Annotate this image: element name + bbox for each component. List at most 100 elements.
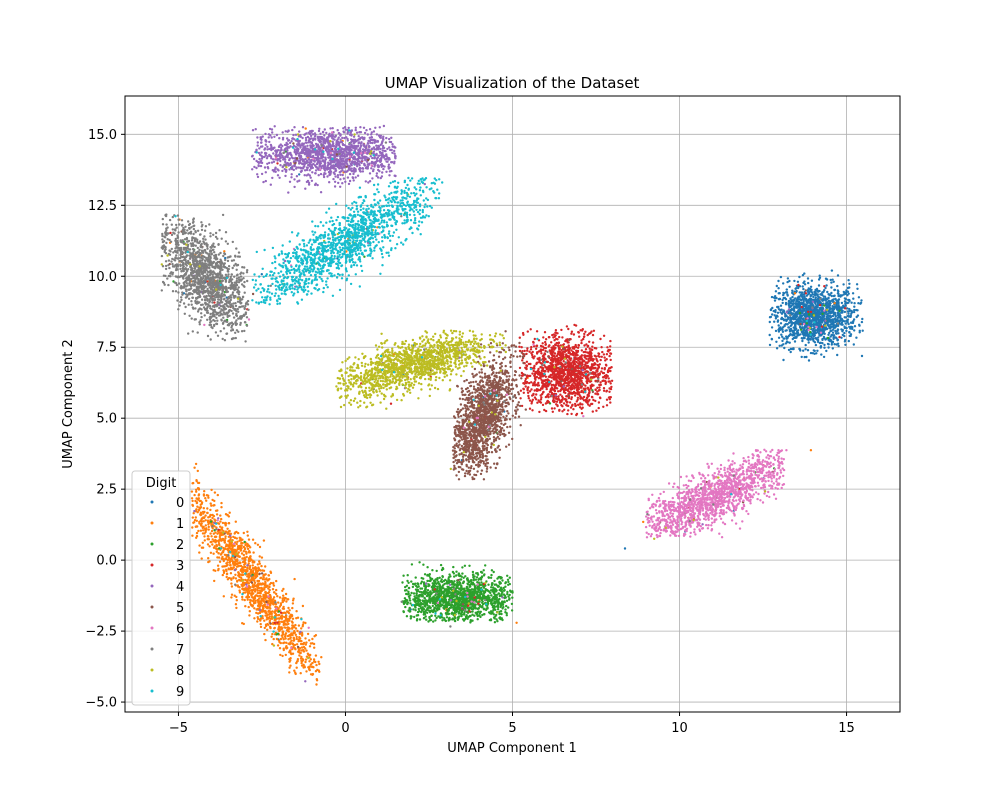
data-point [411,582,415,586]
data-point [803,298,806,301]
data-point [822,302,825,305]
data-point [227,568,231,571]
data-point [492,570,495,574]
data-point [494,593,497,597]
data-point [248,566,252,569]
data-point [818,276,822,279]
data-point [802,293,805,296]
data-point [239,564,243,568]
data-point [803,283,807,286]
data-point [583,344,586,347]
data-point [796,298,799,301]
data-point [251,561,254,564]
data-point [545,387,548,391]
data-point [414,606,417,609]
data-point [851,326,854,329]
data-point [447,589,450,592]
data-point [273,626,276,630]
data-point [794,311,798,315]
data-point [287,598,290,601]
data-point [253,617,256,620]
data-point [602,334,606,337]
data-point [600,355,603,358]
data-point [278,647,282,650]
data-point [438,583,441,586]
data-point [251,604,254,607]
data-point [830,269,834,272]
data-point [194,462,198,466]
data-point [408,610,411,613]
data-point [430,577,434,581]
data-point [242,584,245,587]
data-point [417,601,420,604]
data-point [826,290,829,294]
data-point [230,585,234,588]
data-point [260,564,263,568]
data-point [228,561,231,564]
data-point [493,621,497,624]
data-point [798,285,802,288]
data-point [830,286,833,289]
data-point [809,290,813,293]
data-point [800,315,803,318]
data-point [285,616,288,620]
data-point [258,568,261,572]
data-point [505,614,508,617]
data-point [836,311,840,314]
data-point [786,280,789,284]
data-point [801,274,805,277]
data-point [404,605,407,609]
data-point [789,301,792,304]
data-point [490,573,493,577]
data-point [431,599,435,602]
data-point [430,614,433,617]
data-point [244,605,247,608]
data-point [288,666,291,669]
data-point [829,315,833,319]
data-point [553,407,556,410]
data-point [462,590,465,594]
data-point [828,331,831,335]
data-point [195,536,198,539]
data-point [461,595,464,599]
data-point [308,639,311,642]
data-point [209,532,212,535]
data-point [405,615,409,618]
data-point [810,279,814,282]
data-point [426,566,429,569]
data-point [843,300,847,303]
data-point [213,535,217,539]
data-point [797,286,800,290]
data-point [773,320,776,323]
data-point [798,321,801,324]
data-point [830,341,834,344]
data-point [271,610,274,613]
data-point [844,343,847,346]
data-point [438,605,442,608]
data-point [853,325,857,328]
data-point [497,585,501,588]
data-point [821,304,824,307]
data-point [209,520,213,523]
data-point [407,581,410,584]
data-point [809,330,812,334]
data-point [840,318,843,321]
data-point [567,409,570,412]
data-point [202,494,206,497]
data-point [309,658,312,661]
data-point [802,287,805,291]
data-point [284,633,287,636]
data-point [481,602,485,606]
data-point [807,341,810,344]
data-point [777,308,781,311]
data-point [456,604,460,607]
data-point [814,336,818,340]
data-point [250,558,253,561]
data-point [310,665,314,669]
data-point [458,603,462,606]
data-point [264,581,267,585]
data-point [834,320,837,324]
data-point [200,502,203,505]
data-point [804,343,807,347]
data-point [580,412,584,415]
